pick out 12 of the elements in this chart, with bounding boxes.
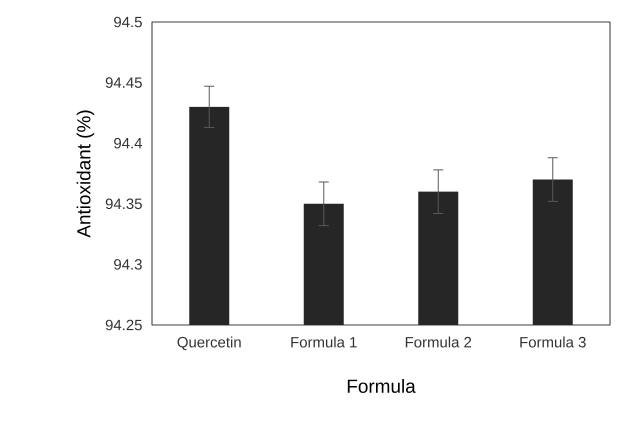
x-tick-label: Quercetin [178, 336, 241, 350]
y-tick-label: 94.45 [106, 77, 142, 88]
y-tick-label: 94.5 [114, 16, 142, 28]
y-tick-label: 94.4 [114, 138, 142, 148]
x-axis-title: Formula [348, 379, 416, 393]
y-axis-title: Antioxidant (%) [76, 110, 94, 238]
y-tick-label: 94.35 [106, 198, 142, 210]
x-tick-label: Formula 1 [291, 336, 357, 348]
y-tick-label: 94.3 [114, 259, 142, 270]
x-tick-label: Formula 3 [520, 336, 586, 348]
x-tick-label: Formula 2 [406, 336, 472, 348]
y-tick-label: 94.25 [106, 320, 142, 330]
